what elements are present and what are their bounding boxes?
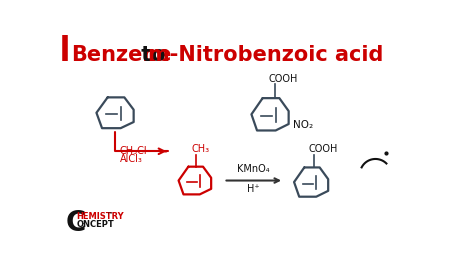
Text: HEMISTRY: HEMISTRY <box>76 212 124 221</box>
Text: AlCl₃: AlCl₃ <box>120 153 143 164</box>
Text: Benzene: Benzene <box>71 45 172 65</box>
Text: COOH: COOH <box>308 144 337 154</box>
Text: CH₃: CH₃ <box>192 144 210 154</box>
Text: NO₂: NO₂ <box>293 120 313 130</box>
Text: KMnO₄: KMnO₄ <box>237 164 270 174</box>
Text: m-Nitrobenzoic acid: m-Nitrobenzoic acid <box>148 45 384 65</box>
Text: to: to <box>134 45 173 65</box>
Text: ™: ™ <box>107 213 113 218</box>
Text: CH₃Cl: CH₃Cl <box>120 146 147 156</box>
Text: COOH: COOH <box>268 73 298 84</box>
Text: C: C <box>65 209 86 237</box>
Text: H⁺: H⁺ <box>247 184 260 194</box>
Text: ONCEPT: ONCEPT <box>76 220 114 229</box>
